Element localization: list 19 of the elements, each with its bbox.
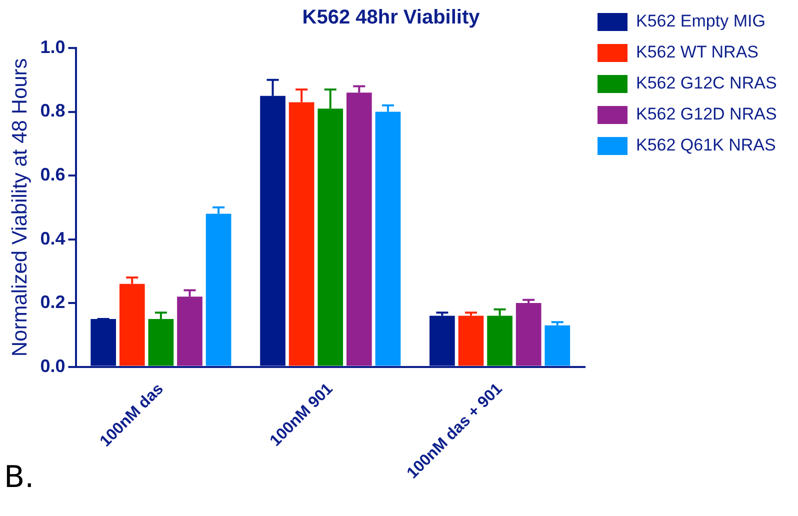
bar [544, 325, 570, 366]
bar [430, 316, 455, 366]
y-tick-label: 0.4 [40, 228, 66, 248]
chart-title: K562 48hr Viability [302, 6, 481, 29]
y-axis-title: Normalized Viability at 48 Hours [8, 58, 32, 357]
legend-label: K562 G12C NRAS [636, 74, 777, 93]
text: B. [4, 460, 34, 495]
bar [516, 303, 542, 366]
y-tick-label: 0.8 [40, 100, 66, 121]
bar [458, 316, 484, 366]
legend-label: K562 Empty MIG [636, 12, 766, 31]
y-tick-label: 1.0 [40, 36, 66, 57]
bar [90, 318, 116, 366]
legend-label: K562 Q61K NRAS [636, 136, 776, 155]
legend-label: K562 G12D NRAS [636, 104, 777, 124]
y-tick-label: 0.2 [40, 292, 66, 312]
y-tick-label: 0.6 [40, 164, 66, 184]
legend-label: K562 WT NRAS [636, 42, 759, 62]
y-tick-label: 0.0 [40, 356, 66, 376]
